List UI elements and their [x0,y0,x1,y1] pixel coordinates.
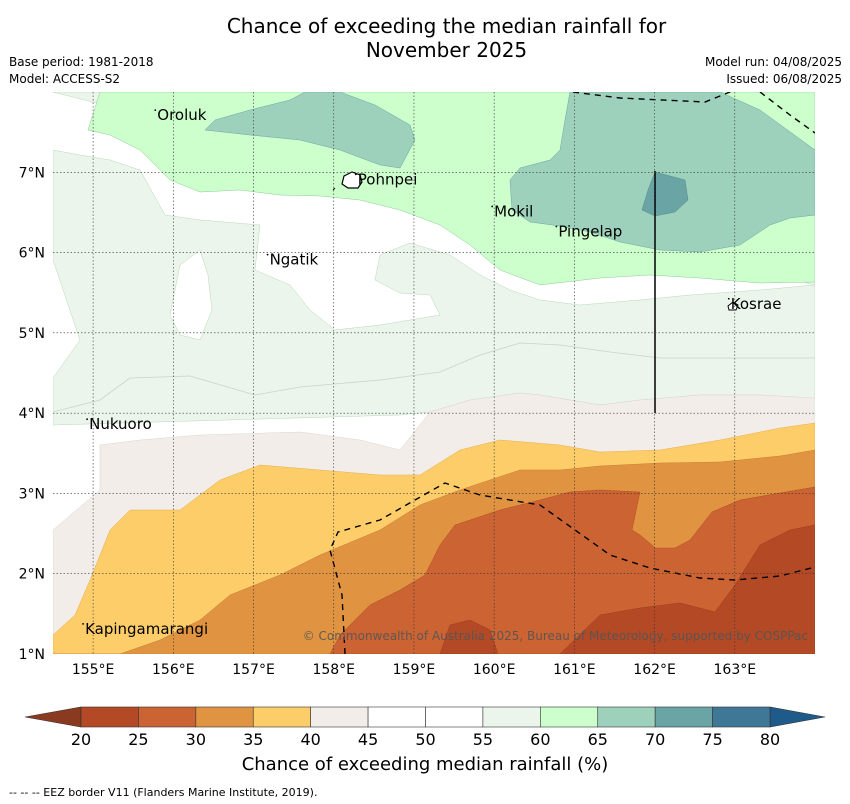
colorbar: 20 25 30 35 40 45 50 55 60 65 70 75 80 [24,706,826,749]
region-70-75 [641,171,689,217]
lon-tick-label: 161°E [553,662,596,678]
colorbar-segment [138,706,197,728]
base-period: Base period: 1981-2018 [9,55,154,69]
lon-tick-label: 158°E [312,662,355,678]
lat-tick-label: 7°N [19,165,45,181]
lat-tick-label: 1°N [19,647,45,663]
place-marker [82,623,84,625]
lat-tick-label: 3°N [19,486,45,502]
region-20-25 [559,524,815,654]
eez-footnote: -- -- -- EEZ border V11 (Flanders Marine… [9,786,318,799]
issued-date: Issued: 06/08/2025 [726,72,842,86]
colorbar-segment [310,706,369,728]
colorbar-segment [654,706,713,728]
lat-tick-label: 6°N [19,246,45,262]
colorbar-tick-label: 25 [128,730,148,749]
lon-tick-label: 156°E [152,662,195,678]
colorbar-tick-label: 40 [300,730,320,749]
region-20-25-small [439,619,499,654]
colorbar-label: Chance of exceeding median rainfall (%) [241,754,609,775]
colorbar-under-triangle [24,706,82,728]
colorbar-segment [367,706,426,728]
lon-tick-label: 162°E [633,662,676,678]
lat-tick-label: 4°N [19,406,45,422]
lon-tick-label: 163°E [714,662,757,678]
longitude-ticks: 155°E 156°E 157°E 158°E 159°E 160°E 161°E 162°E… [72,662,756,678]
place-label: Pohnpei [358,170,418,188]
lon-tick-label: 157°E [232,662,275,678]
place-marker [555,225,558,228]
colorbar-tick-label: 35 [243,730,263,749]
title-line-2: November 2025 [365,38,528,62]
colorbar-tick-label: 65 [588,730,608,749]
title-line-1: Chance of exceeding the median rainfall … [226,14,667,38]
colorbar-tick-label: 70 [645,730,665,749]
place-marker [266,253,269,256]
place-marker [491,205,494,208]
colorbar-tick-label: 60 [530,730,550,749]
colorbar-tick-label: 20 [71,730,91,749]
place-label: Nukuoro [89,415,152,433]
place-marker [354,173,357,176]
eez-border [759,92,815,134]
colorbar-tick-label: 80 [760,730,780,749]
model-name: Model: ACCESS-S2 [9,72,121,86]
place-label: Oroluk [157,106,206,124]
region-white-hole [169,249,213,341]
eez-border [572,92,732,103]
place-label: Kosrae [731,295,782,313]
place-label: Mokil [494,202,533,220]
region-65-70-north [204,92,416,169]
colorbar-segment [712,706,771,728]
place-labels: Oroluk Pohnpei Mokil Pingelap Ngatik Kosrae Nu… [82,106,781,638]
colorbar-segment [425,706,484,728]
colorbar-over-triangle [769,706,826,728]
pohnpei-island [341,171,363,189]
lat-tick-label: 5°N [19,326,45,342]
colorbar-segment [195,706,254,728]
lon-tick-label: 160°E [473,662,516,678]
copyright: © Commonwealth of Australia 2025, Bureau… [303,629,808,643]
colorbar-segment [252,706,311,728]
place-label: Pingelap [558,223,622,241]
colorbar-segment [540,706,599,728]
colorbar-tick-label: 75 [702,730,722,749]
graticule [53,92,815,654]
latitude-ticks: 1°N 2°N 3°N 4°N 5°N 6°N 7°N [19,165,45,663]
meta-left: Base period: 1981-2018 Model: ACCESS-S2 [9,54,154,88]
colorbar-segment [80,706,139,728]
place-label: Ngatik [270,251,319,269]
place-marker [86,418,88,421]
island-mark [332,187,336,191]
map-title: Chance of exceeding the median rainfall … [0,14,850,62]
colorbar-segment [597,706,656,728]
colorbar-tick-label: 30 [186,730,206,749]
lon-tick-label: 155°E [72,662,115,678]
model-run: Model run: 04/08/2025 [704,55,842,69]
place-marker [727,297,730,300]
colorbar-tick-label: 55 [473,730,493,749]
colorbar-tick-label: 45 [358,730,378,749]
colorbar-segment [482,706,541,728]
lat-tick-label: 2°N [19,567,45,583]
kosrae-island [727,301,739,311]
map-plot-area [53,92,815,654]
meta-right: Model run: 04/08/2025 Issued: 06/08/2025 [705,54,842,88]
lon-tick-label: 159°E [393,662,436,678]
place-label: Kapingamarangi [85,620,208,638]
contour-line [53,342,815,413]
place-marker [154,109,157,111]
colorbar-tick-label: 50 [415,730,435,749]
